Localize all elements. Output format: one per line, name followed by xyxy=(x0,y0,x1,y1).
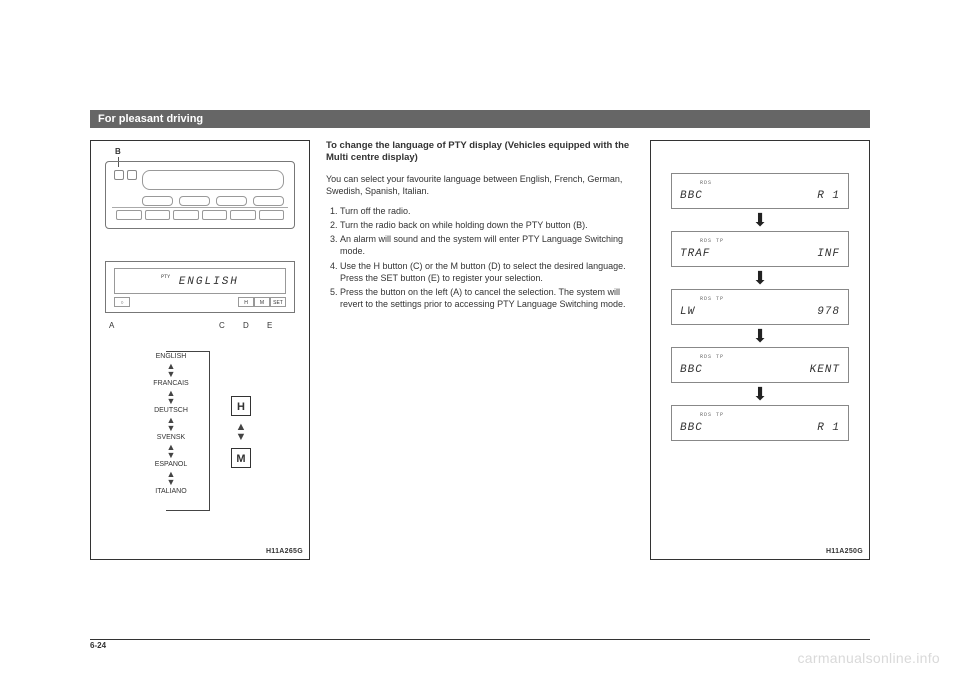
h-button-icon: H xyxy=(231,396,251,416)
m-button-icon: M xyxy=(231,448,251,468)
lang-option: SVENSK xyxy=(131,434,211,441)
manual-page: For pleasant driving B PTY ENGLISH ○ xyxy=(0,0,960,678)
lcd-tags: RDS TP xyxy=(700,238,724,244)
radio-head-unit-illustration xyxy=(105,161,295,229)
figure-left: B PTY ENGLISH ○ H M SET xyxy=(90,140,310,560)
double-arrow-icon: ▲▼ xyxy=(131,443,211,459)
multi-centre-display-illustration: PTY ENGLISH ○ H M SET xyxy=(105,261,295,313)
display-main-text: ENGLISH xyxy=(179,276,239,288)
lcd-state: RDS TP TRAF INF xyxy=(671,231,849,267)
down-arrow-icon: ⬇ xyxy=(752,329,767,343)
content-row: B PTY ENGLISH ○ H M SET xyxy=(90,140,870,560)
lcd-right-text: R 1 xyxy=(817,422,840,434)
footer-rule xyxy=(90,639,870,640)
flow-return-loop xyxy=(209,351,210,511)
callout-label-e: E xyxy=(267,321,272,330)
lcd-right-text: 978 xyxy=(817,306,840,318)
figure-id: H11A250G xyxy=(826,548,863,555)
double-arrow-icon: ▲▼ xyxy=(236,422,247,442)
double-arrow-icon: ▲▼ xyxy=(131,362,211,378)
lcd-tags: RDS TP xyxy=(700,412,724,418)
lcd-right-text: R 1 xyxy=(817,190,840,202)
lang-option: ENGLISH xyxy=(131,353,211,360)
lcd-tags: RDS TP xyxy=(700,354,724,360)
double-arrow-icon: ▲▼ xyxy=(131,416,211,432)
lang-option: ITALIANO xyxy=(131,488,211,495)
disp-btn-set: SET xyxy=(270,297,286,307)
step-item: Use the H button (C) or the M button (D)… xyxy=(340,260,634,284)
lcd-right-text: KENT xyxy=(810,364,840,376)
callout-label-c: C xyxy=(219,321,225,330)
lang-option: FRANCAIS xyxy=(131,380,211,387)
lcd-tags: RDS TP xyxy=(700,296,724,302)
display-sequence: RDS BBC R 1 ⬇ RDS TP TRAF INF xyxy=(671,173,849,539)
lcd-tags: RDS xyxy=(700,180,712,186)
page-number: 6-24 xyxy=(90,641,106,650)
lcd-state: RDS TP BBC R 1 xyxy=(671,405,849,441)
lcd-left-text: TRAF xyxy=(680,248,710,260)
step-item: Turn the radio back on while holding dow… xyxy=(340,219,634,231)
instruction-heading: To change the language of PTY display (V… xyxy=(326,140,634,165)
lcd-state: RDS BBC R 1 xyxy=(671,173,849,209)
step-item: Turn off the radio. xyxy=(340,205,634,217)
lcd-left-text: LW xyxy=(680,306,695,318)
lang-option: DEUTSCH xyxy=(131,407,211,414)
display-screen: PTY ENGLISH xyxy=(114,268,286,294)
step-item: An alarm will sound and the system will … xyxy=(340,233,634,257)
radio-mid-buttons xyxy=(142,196,284,206)
lcd-left-text: BBC xyxy=(680,364,703,376)
language-flow: ENGLISH ▲▼ FRANCAIS ▲▼ DEUTSCH ▲▼ SVENSK… xyxy=(131,351,211,497)
lang-option: ESPANOL xyxy=(131,461,211,468)
down-arrow-icon: ⬇ xyxy=(752,387,767,401)
disp-btn-h: H xyxy=(238,297,254,307)
double-arrow-icon: ▲▼ xyxy=(131,389,211,405)
radio-preset-buttons xyxy=(116,210,284,220)
section-header: For pleasant driving xyxy=(90,110,870,128)
display-tag: PTY xyxy=(161,274,170,280)
callout-label-d: D xyxy=(243,321,249,330)
radio-display-window xyxy=(142,170,284,190)
down-arrow-icon: ⬇ xyxy=(752,271,767,285)
watermark-text: carmanualsonline.info xyxy=(798,650,941,666)
callout-label-b: B xyxy=(115,147,121,156)
instruction-column: To change the language of PTY display (V… xyxy=(324,140,636,560)
step-item: Press the button on the left (A) to canc… xyxy=(340,286,634,310)
callout-label-a: A xyxy=(109,321,114,330)
radio-small-buttons xyxy=(114,170,137,180)
lcd-right-text: INF xyxy=(817,248,840,260)
lcd-state: RDS TP LW 978 xyxy=(671,289,849,325)
double-arrow-icon: ▲▼ xyxy=(131,470,211,486)
lcd-state: RDS TP BBC KENT xyxy=(671,347,849,383)
figure-id: H11A265G xyxy=(266,548,303,555)
hm-button-group: H ▲▼ M xyxy=(231,396,251,468)
instruction-intro: You can select your favourite language b… xyxy=(326,173,634,197)
disp-btn-m: M xyxy=(254,297,270,307)
lcd-left-text: BBC xyxy=(680,190,703,202)
down-arrow-icon: ⬇ xyxy=(752,213,767,227)
display-button-row: ○ H M SET xyxy=(114,297,286,307)
instruction-steps: Turn off the radio. Turn the radio back … xyxy=(326,205,634,310)
figure-right: RDS BBC R 1 ⬇ RDS TP TRAF INF xyxy=(650,140,870,560)
disp-btn-left: ○ xyxy=(114,297,130,307)
lcd-left-text: BBC xyxy=(680,422,703,434)
